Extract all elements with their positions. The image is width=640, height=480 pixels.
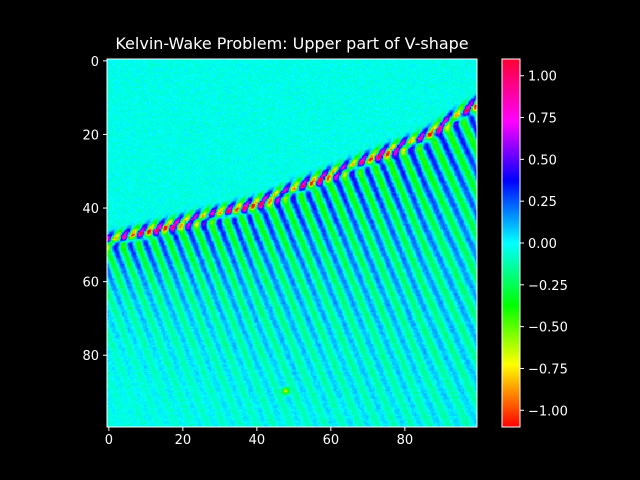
y-tick-label: 80 [82,349,99,364]
y-axis: 0 20 40 60 80 [82,55,107,364]
colorbar-tick-label: −0.75 [528,362,568,377]
plot-area [106,58,478,428]
colorbar-gradient [501,58,521,428]
y-tick-label: 40 [82,202,99,217]
x-tick-label: 80 [397,433,414,448]
x-tick-label: 20 [175,433,192,448]
x-axis: 0 20 40 60 80 [105,427,413,448]
plot-frame [106,58,478,428]
colorbar-tick-label: 0.25 [528,195,557,210]
colorbar: 1.00 0.75 0.50 0.25 0.00 −0.25 −0.50 −0.75 −1.00 [501,58,568,428]
x-tick-label: 0 [105,433,113,448]
x-tick-label: 40 [249,433,266,448]
colorbar-tick-label: 0.00 [528,237,557,252]
colorbar-axis: 1.00 0.75 0.50 0.25 0.00 −0.25 −0.50 −0.75 −1.00 [520,70,568,419]
colorbar-tick-label: −0.25 [528,279,568,294]
colorbar-tick-label: 1.00 [528,70,557,85]
y-tick-label: 60 [82,276,99,291]
colorbar-tick-label: 0.75 [528,112,557,127]
colorbar-tick-label: 0.50 [528,153,557,168]
heatmap-image [107,59,477,427]
colorbar-tick-label: −0.50 [528,321,568,336]
y-tick-label: 20 [82,128,99,143]
colorbar-tick-label: −1.00 [528,404,568,419]
y-tick-label: 0 [91,55,99,70]
x-tick-label: 60 [323,433,340,448]
chart-title: Kelvin-Wake Problem: Upper part of V-sha… [115,34,468,53]
